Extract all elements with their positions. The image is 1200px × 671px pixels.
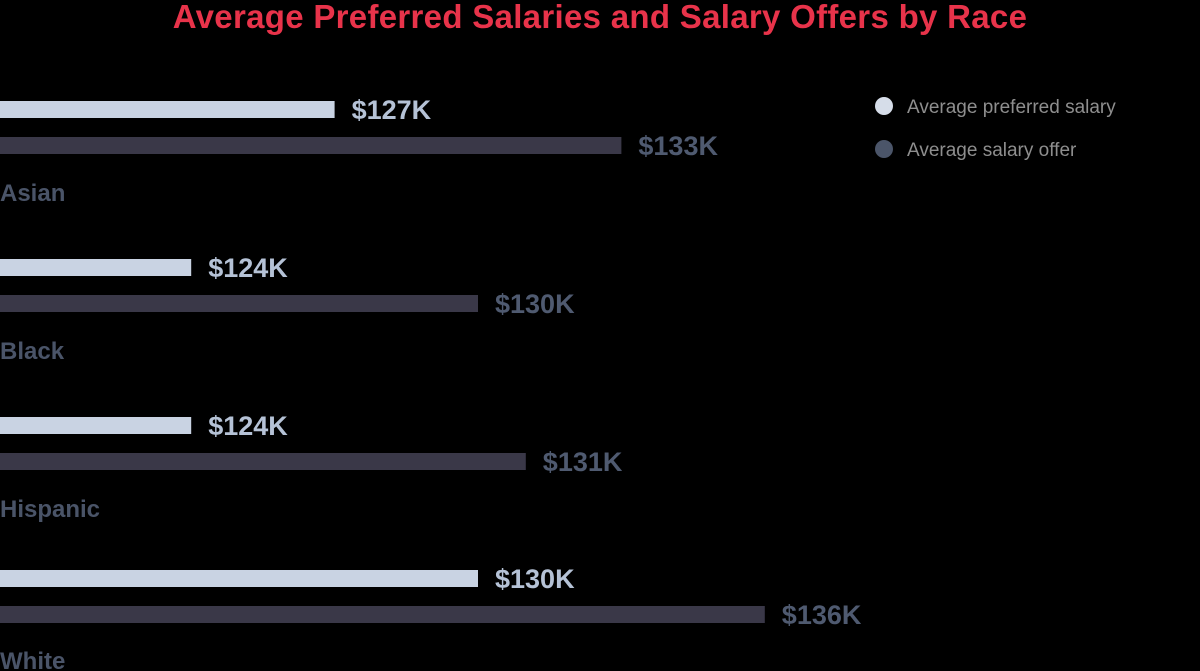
data-label: $130K	[495, 564, 575, 594]
bar-black-offer	[0, 295, 478, 312]
chart-title: Average Preferred Salaries and Salary Of…	[172, 0, 1028, 35]
legend-label: Average preferred salary	[907, 97, 1116, 118]
data-label: $127K	[352, 95, 432, 125]
data-label: $124K	[208, 411, 288, 441]
data-label: $133K	[638, 131, 718, 161]
bar-hispanic-preferred	[0, 417, 192, 434]
data-label: $131K	[543, 447, 623, 477]
data-label: $130K	[495, 289, 575, 319]
bar-white-offer	[0, 606, 765, 623]
data-label: $124K	[208, 253, 288, 283]
category-label: White	[0, 648, 65, 671]
category-label: Asian	[0, 180, 65, 207]
category-label: Black	[0, 338, 65, 365]
legend-label: Average salary offer	[907, 140, 1077, 161]
bar-black-preferred	[0, 259, 192, 276]
bar-asian-offer	[0, 137, 622, 154]
legend-swatch	[875, 97, 893, 115]
bar-asian-preferred	[0, 101, 335, 118]
category-label: Hispanic	[0, 496, 100, 523]
bar-white-preferred	[0, 570, 478, 587]
data-label: $136K	[782, 600, 862, 630]
legend-swatch	[875, 140, 893, 158]
bar-hispanic-offer	[0, 453, 526, 470]
